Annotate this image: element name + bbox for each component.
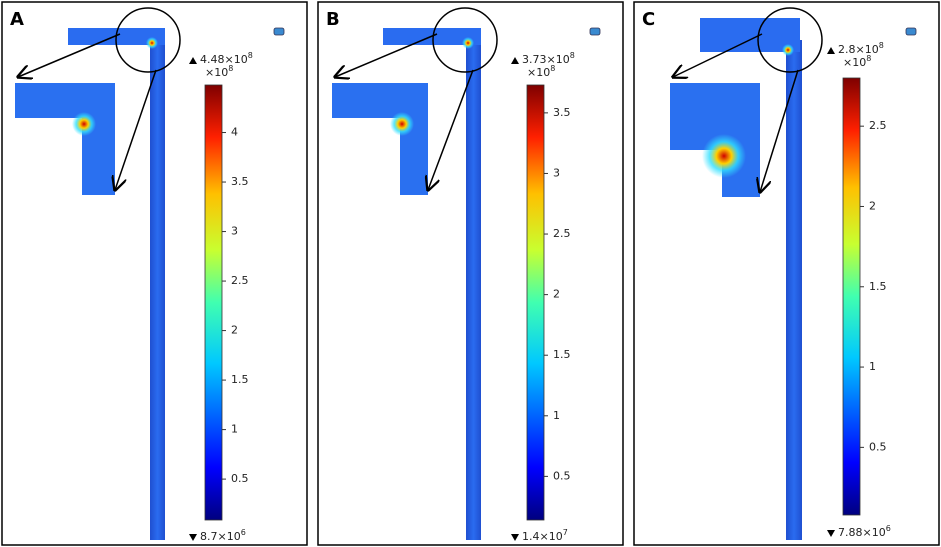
max-label-exp: 8 — [248, 51, 253, 60]
colorbar-tick-label: 3 — [231, 225, 238, 238]
min-label-base: 8.7×10 — [200, 530, 241, 543]
multiplier-exp: 8 — [550, 64, 555, 73]
colorbar-tick-label: 1.5 — [553, 348, 571, 361]
panel-label: C — [642, 9, 655, 30]
colorbar-tick-label: 3 — [553, 166, 560, 179]
multiplier-exp: 8 — [228, 64, 233, 73]
icon — [905, 27, 917, 36]
max-label-base: 4.48×10 — [200, 53, 248, 66]
panel-border — [633, 1, 940, 546]
inset — [15, 83, 115, 195]
colorbar-tick-label: 0.5 — [231, 472, 249, 485]
colorbar-tick-label: 2.5 — [553, 227, 571, 240]
inset-hotspot — [72, 112, 96, 136]
arm-hotspot — [146, 37, 158, 49]
icon — [273, 27, 285, 36]
multiplier-base: ×10 — [205, 66, 228, 79]
min-label: 8.7×106 — [200, 528, 246, 544]
multiplier-base: ×10 — [527, 66, 550, 79]
multiplier: ×108 — [843, 54, 871, 70]
min-marker — [511, 534, 519, 541]
zoom-arrow — [335, 33, 438, 77]
arm-hotspot — [462, 37, 474, 49]
colorbar-tick-label: 0.5 — [553, 469, 571, 482]
colorbar-tick-label: 0.5 — [869, 440, 887, 453]
colorbar-tick-label: 2 — [869, 199, 876, 212]
colorbar-tick-label: 1.5 — [869, 280, 887, 293]
max-label: 2.8×108 — [838, 41, 884, 57]
max-label: 3.73×108 — [522, 51, 575, 67]
colorbar-tick-label: 2 — [231, 324, 238, 337]
inset — [332, 83, 428, 195]
zoom-circle — [432, 7, 498, 73]
panel-label: B — [326, 9, 340, 30]
colorbar-tick-label: 4 — [231, 126, 238, 139]
min-label-exp: 6 — [241, 528, 246, 537]
colorbar-tick-label: 2.5 — [869, 119, 887, 132]
beam — [786, 40, 802, 540]
colorbar-tick-label: 1 — [869, 360, 876, 373]
min-label-base: 1.4×10 — [522, 530, 563, 543]
min-label: 7.88×106 — [838, 524, 891, 540]
max-marker — [827, 47, 835, 54]
zoom-arrow — [428, 69, 474, 190]
zoom-arrow — [760, 69, 799, 192]
multiplier-base: ×10 — [843, 56, 866, 69]
beam — [466, 40, 481, 540]
colorbar-tick-label: 2.5 — [231, 274, 249, 287]
colorbar-tick-label: 2 — [553, 288, 560, 301]
zoom-circle — [757, 7, 823, 73]
min-label-base: 7.88×10 — [838, 526, 886, 539]
panel-border — [317, 1, 624, 546]
min-marker — [189, 534, 197, 541]
inset-hotspot — [702, 134, 746, 178]
panel-border — [1, 1, 308, 546]
min-label-exp: 7 — [563, 528, 568, 537]
zoom-arrow — [673, 33, 763, 77]
max-label-exp: 8 — [570, 51, 575, 60]
multiplier: ×108 — [205, 64, 233, 80]
multiplier-exp: 8 — [866, 54, 871, 63]
colorbar-tick-label: 1 — [553, 409, 560, 422]
colorbar — [204, 84, 223, 521]
zoom-arrow — [115, 69, 157, 190]
arm-hotspot — [782, 44, 794, 56]
inset-hotspot — [390, 112, 414, 136]
max-label: 4.48×108 — [200, 51, 253, 67]
max-label-base: 2.8×10 — [838, 43, 879, 56]
colorbar-tick-label: 3.5 — [553, 106, 571, 119]
colorbar — [842, 77, 861, 516]
max-marker — [189, 57, 197, 64]
max-marker — [511, 57, 519, 64]
colorbar-tick-label: 1 — [231, 423, 238, 436]
colorbar — [526, 84, 545, 521]
colorbar-tick-label: 3.5 — [231, 175, 249, 188]
max-label-exp: 8 — [879, 41, 884, 50]
icon — [589, 27, 601, 36]
zoom-arrow — [18, 33, 121, 77]
multiplier: ×108 — [527, 64, 555, 80]
min-label: 1.4×107 — [522, 528, 568, 544]
max-label-base: 3.73×10 — [522, 53, 570, 66]
colorbar-tick-label: 1.5 — [231, 373, 249, 386]
min-label-exp: 6 — [886, 524, 891, 533]
beam — [150, 40, 165, 540]
zoom-circle — [115, 7, 181, 73]
panel-label: A — [10, 9, 24, 30]
min-marker — [827, 530, 835, 537]
